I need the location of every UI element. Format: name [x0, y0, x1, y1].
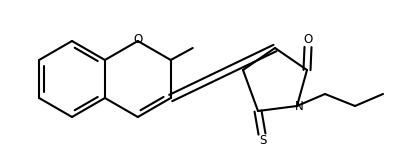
Text: N: N [294, 100, 303, 112]
Text: S: S [259, 134, 266, 148]
Text: O: O [133, 33, 142, 46]
Text: O: O [303, 33, 312, 46]
